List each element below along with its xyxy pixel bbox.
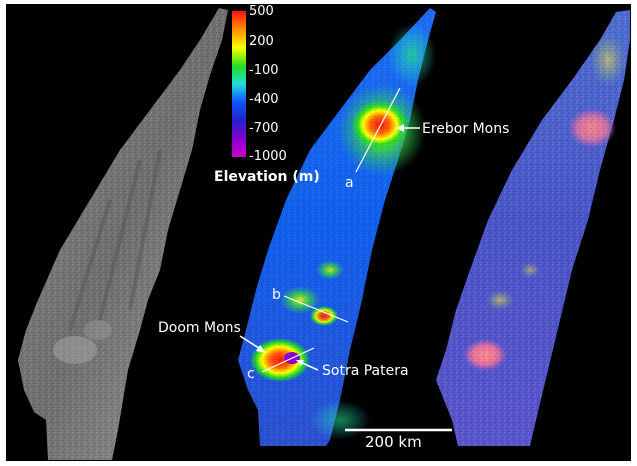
colorbar-tick-neg700: -700 [249,121,279,136]
label-sotra-patera: Sotra Patera [322,363,409,379]
colorbar-tick-neg1000: -1000 [249,149,287,164]
profile-label-b: b [272,287,281,303]
colorbar-tick-neg400: -400 [249,92,279,107]
label-erebor-mons: Erebor Mons [422,121,510,137]
sotra-arrow [299,361,319,371]
profile-label-a: a [345,175,354,191]
profile-label-c: c [247,366,255,382]
composite-panel [436,10,630,446]
elevation-colorbar [232,11,246,157]
erebor-arrowhead [396,124,404,132]
profile-line-c [261,347,315,373]
profile-line-b [283,295,349,323]
topography-panel [238,8,436,446]
sotra-arrowhead [296,360,304,366]
doom-arrowhead [256,345,266,353]
label-doom-mons: Doom Mons [158,320,241,336]
colorbar-tick-neg100: -100 [249,63,279,78]
colorbar-tick-500: 500 [249,4,274,19]
colorbar-tick-200: 200 [249,34,274,49]
profile-line-a [355,87,401,173]
radar-strip-panel [18,8,228,460]
scale-bar-label: 200 km [365,433,422,451]
colorbar-title: Elevation (m) [214,169,320,185]
